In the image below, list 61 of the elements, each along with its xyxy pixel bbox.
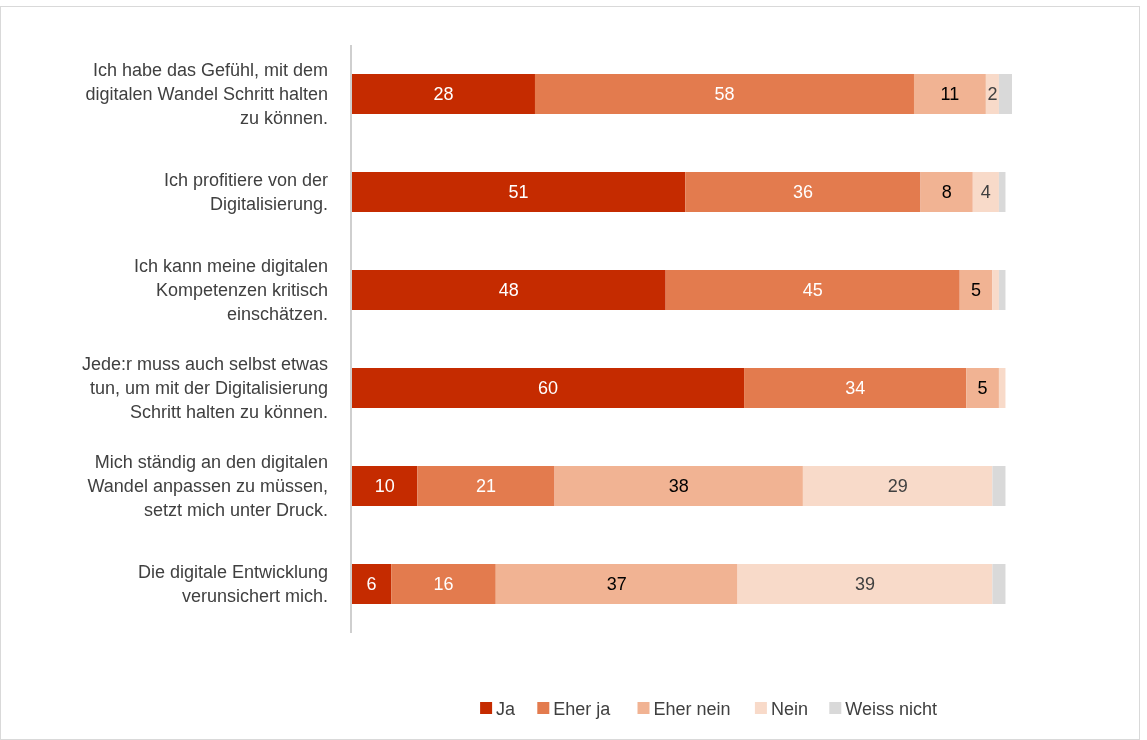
bar (534, 74, 914, 114)
data-label: 60 (538, 378, 559, 399)
data-label: 8 (941, 182, 952, 203)
bar (959, 270, 993, 310)
bar (495, 564, 738, 604)
data-label: 5 (971, 280, 982, 301)
bar (352, 270, 666, 310)
data-label: 5 (977, 378, 988, 399)
data-label: 10 (374, 476, 395, 497)
data-label: 37 (606, 574, 627, 595)
bar (992, 564, 1006, 604)
data-label: 11 (940, 84, 960, 105)
legend-label: Eher ja (553, 699, 612, 720)
bar (972, 172, 999, 212)
bar (665, 270, 960, 310)
data-label: 28 (433, 84, 454, 105)
bar (352, 466, 418, 506)
y-tick-label: Mich ständig an den digitalen Wandel anpassen zu müssen, setzt mich unter Druck. (87, 452, 328, 521)
data-label: 45 (802, 280, 823, 301)
data-label: 36 (792, 182, 813, 203)
bar (737, 564, 993, 604)
data-label: 51 (508, 182, 529, 203)
bar (391, 564, 496, 604)
bar (352, 172, 686, 212)
legend-label: Ja (496, 699, 517, 720)
data-label: 4 (980, 182, 991, 203)
y-tick-label: Jede:r muss auch selbst etwas tun, um mit der Digitalisierung Schritt halten zu können. (81, 354, 328, 423)
data-label: 6 (366, 574, 377, 595)
bar (992, 270, 999, 310)
bar (998, 172, 1006, 212)
bar (920, 172, 973, 212)
legend-label: Nein (770, 699, 808, 720)
bar (417, 466, 555, 506)
data-label: 29 (887, 476, 908, 497)
data-label: 16 (433, 574, 454, 595)
bar (998, 74, 1012, 114)
bar (802, 466, 993, 506)
y-tick-label: Ich profitiere von der Digitalisierung. (163, 170, 328, 215)
bar (998, 270, 1006, 310)
data-label: 34 (845, 378, 866, 399)
y-tick-label: Die digitale Entwicklung verunsichert mich. (137, 562, 328, 607)
data-label: 2 (987, 84, 998, 105)
data-label: 21 (475, 476, 496, 497)
bar (992, 466, 1006, 506)
legend-label: Eher nein (653, 699, 731, 720)
bar (998, 368, 1006, 408)
bar (685, 172, 921, 212)
bar (744, 368, 967, 408)
bar (913, 74, 986, 114)
data-label: 39 (854, 574, 875, 595)
legend-label: Weiss nicht (845, 699, 937, 720)
bar (352, 564, 392, 604)
bar (352, 74, 535, 114)
y-tick-label: Ich kann meine digitalen Kompetenzen kritisch einschätzen. (133, 256, 328, 325)
data-label: 38 (668, 476, 689, 497)
bar (966, 368, 999, 408)
y-tick-label: Ich habe das Gefühl, mit dem digitalen Wandel Schritt halten zu können. (85, 60, 328, 129)
data-label: 48 (498, 280, 519, 301)
bar (554, 466, 803, 506)
data-label: 58 (714, 84, 735, 105)
bar (352, 368, 745, 408)
